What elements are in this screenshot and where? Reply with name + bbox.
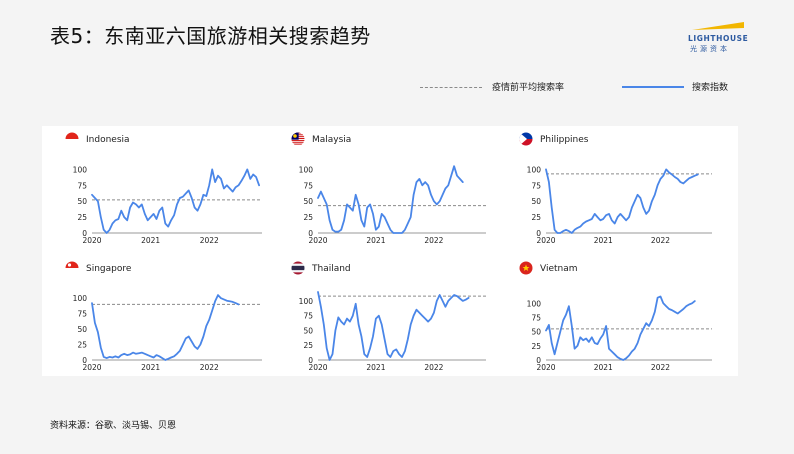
y-tick-label: 75: [531, 314, 541, 323]
x-tick-label: 2020: [308, 236, 327, 245]
chart-indonesia: Indonesia 0 25 50 75 100 2020 2021 2022: [65, 132, 262, 245]
y-tick-label: 0: [82, 229, 87, 238]
x-tick-label: 2022: [651, 363, 670, 372]
y-tick-label: 0: [536, 356, 541, 365]
x-tick-label: 2022: [424, 363, 443, 372]
search-index-line: [91, 294, 240, 361]
y-tick-label: 0: [536, 229, 541, 238]
chart-malaysia: Malaysia 0 25 50 75 100 2020 2021 2022: [291, 132, 486, 245]
source-note: 资料来源：谷歌、淡马锡、贝恩: [50, 421, 177, 431]
y-tick-label: 100: [73, 165, 88, 174]
chart-singapore: Singapore 0 25 50 75 100 2020 2021 2022: [65, 261, 262, 372]
x-tick-label: 2022: [200, 363, 219, 372]
y-tick-label: 75: [531, 181, 541, 190]
y-tick-label: 75: [303, 181, 313, 190]
x-tick-label: 2020: [308, 363, 327, 372]
y-tick-label: 25: [77, 213, 87, 222]
y-tick-label: 50: [531, 197, 541, 206]
legend-dashed-swatch: [420, 87, 482, 88]
search-index-line: [317, 291, 470, 361]
vietnam-flag-icon: [519, 261, 533, 275]
y-tick-label: 75: [77, 181, 87, 190]
page-title: 表5：东南亚六国旅游相关搜索趋势: [50, 24, 371, 48]
y-tick-label: 100: [299, 297, 314, 306]
y-tick-label: 100: [527, 299, 542, 308]
y-tick-label: 75: [77, 310, 87, 319]
philippines-flag-icon: [519, 132, 533, 146]
chart-title: Vietnam: [540, 264, 578, 274]
x-tick-label: 2020: [82, 363, 101, 372]
x-tick-label: 2020: [536, 363, 555, 372]
y-tick-label: 100: [527, 165, 542, 174]
legend-solid-swatch: [622, 86, 684, 88]
search-index-line: [91, 168, 261, 234]
lighthouse-logo-icon: [692, 22, 744, 30]
chart-title: Indonesia: [86, 135, 130, 145]
x-tick-label: 2022: [424, 236, 443, 245]
search-index-line: [317, 165, 464, 234]
chart-title: Singapore: [86, 264, 132, 274]
chart-title: Philippines: [540, 135, 589, 145]
logo-text: LIGHTHOUSE: [688, 34, 749, 43]
y-tick-label: 25: [303, 341, 313, 350]
chart-thailand: Thailand 0 25 50 75 100 2020 2021 2022: [291, 261, 486, 372]
y-tick-label: 50: [77, 325, 87, 334]
x-tick-label: 2021: [594, 363, 613, 372]
y-tick-label: 100: [73, 294, 88, 303]
search-index-line: [545, 295, 696, 361]
x-tick-label: 2022: [200, 236, 219, 245]
y-tick-label: 50: [303, 326, 313, 335]
y-tick-label: 50: [531, 328, 541, 337]
legend-dashed-label: 疫情前平均搜索率: [492, 83, 565, 93]
chart-title: Thailand: [311, 264, 351, 274]
x-tick-label: 2020: [82, 236, 101, 245]
chart-vietnam: Vietnam 0 25 50 75 100 2020 2021 2022: [519, 261, 712, 372]
chart-title: Malaysia: [312, 135, 351, 145]
charts-panel: [42, 126, 738, 376]
search-index-line: [545, 168, 699, 234]
y-tick-label: 100: [299, 165, 314, 174]
y-tick-label: 75: [303, 312, 313, 321]
y-tick-label: 0: [82, 356, 87, 365]
x-tick-label: 2021: [366, 236, 385, 245]
x-tick-label: 2021: [141, 236, 160, 245]
x-tick-label: 2022: [651, 236, 670, 245]
malaysia-flag-icon: [291, 132, 305, 145]
y-tick-label: 0: [308, 229, 313, 238]
y-tick-label: 25: [303, 213, 313, 222]
logo-subtext: 光源资本: [690, 45, 730, 53]
x-tick-label: 2021: [594, 236, 613, 245]
y-tick-label: 25: [531, 342, 541, 351]
legend-solid-label: 搜索指数: [692, 83, 729, 93]
thailand-flag-icon: [291, 261, 305, 275]
y-tick-label: 0: [308, 356, 313, 365]
y-tick-label: 50: [303, 197, 313, 206]
singapore-flag-icon: [65, 261, 79, 275]
indonesia-flag-icon: [65, 132, 79, 146]
chart-philippines: Philippines 0 25 50 75 100 2020 2021 2022: [519, 132, 712, 245]
x-tick-label: 2021: [366, 363, 385, 372]
x-tick-label: 2021: [141, 363, 160, 372]
y-tick-label: 25: [77, 341, 87, 350]
y-tick-label: 25: [531, 213, 541, 222]
y-tick-label: 50: [77, 197, 87, 206]
x-tick-label: 2020: [536, 236, 555, 245]
